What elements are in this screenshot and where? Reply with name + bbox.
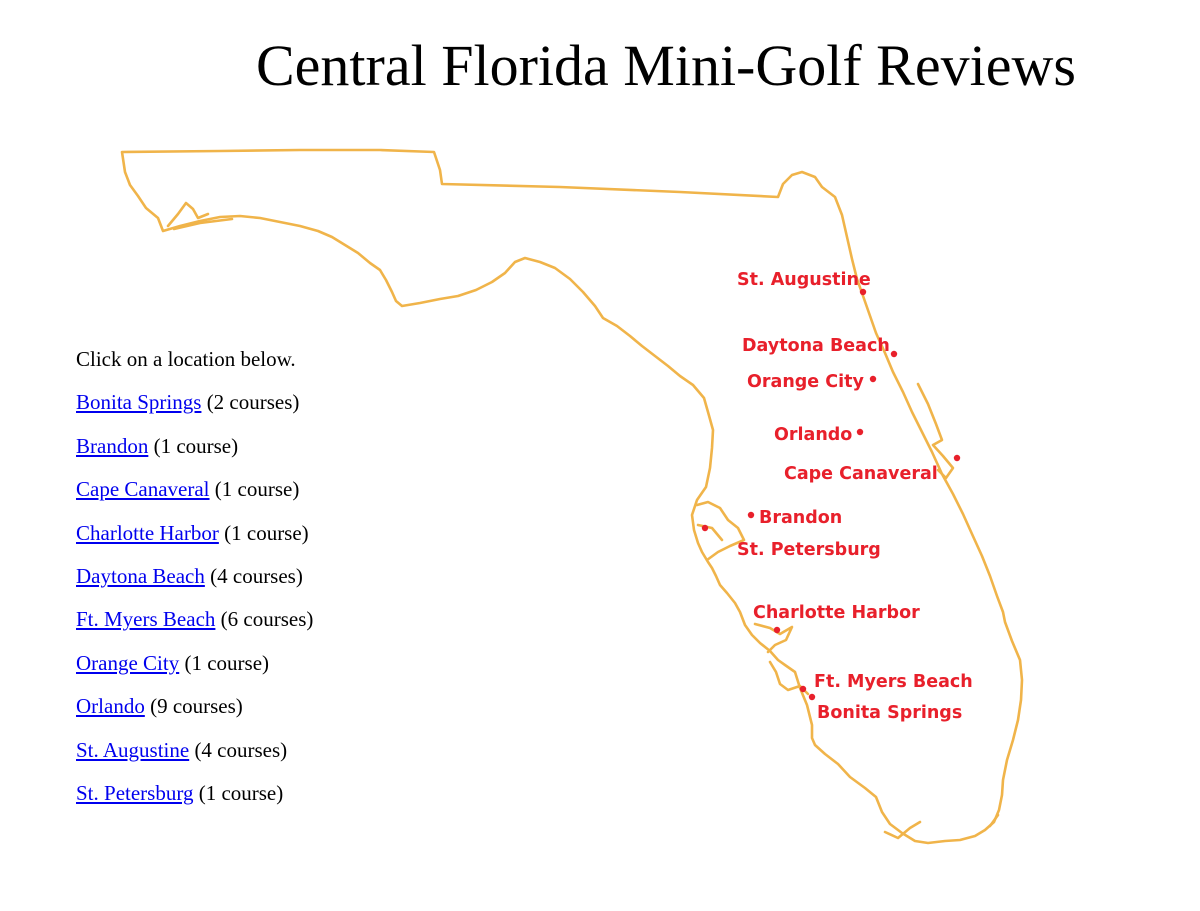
list-item: Bonita Springs (2 courses) (76, 385, 313, 419)
course-count: (1 course) (224, 520, 309, 545)
list-item: St. Augustine (4 courses) (76, 733, 313, 767)
location-link-bonita-springs[interactable]: Bonita Springs (76, 390, 202, 415)
course-count: (1 course) (153, 433, 239, 458)
list-item: Brandon (1 course) (76, 429, 313, 463)
location-link-brandon[interactable]: Brandon (76, 433, 149, 458)
course-count: (9 courses) (150, 694, 243, 719)
course-count: (1 course) (184, 650, 270, 675)
map-marker-charlotte-harbor (773, 626, 781, 634)
list-item: St. Petersburg (1 course) (76, 776, 313, 810)
map-label-orlando: Orlando (774, 425, 852, 445)
map-label-bonita-springs: Bonita Springs (817, 703, 962, 723)
map-marker-cape-canaveral (953, 454, 961, 462)
charlotte-harbor-detail (753, 622, 794, 654)
map-marker-ft-myers-beach (799, 685, 807, 693)
map-label-daytona-beach: Daytona Beach (742, 336, 890, 356)
map-label-ft-myers-beach: Ft. Myers Beach (814, 672, 973, 692)
list-item: Orange City (1 course) (76, 646, 313, 680)
map-marker-bonita-springs (808, 693, 816, 701)
keys-detail (883, 813, 1000, 840)
location-list: Bonita Springs (2 courses) Brandon (1 co… (76, 385, 313, 810)
location-link-st-augustine[interactable]: St. Augustine (76, 737, 190, 762)
location-link-cape-canaveral[interactable]: Cape Canaveral (76, 477, 210, 502)
page-title: Central Florida Mini-Golf Reviews (256, 33, 1076, 98)
map-label-brandon: Brandon (759, 508, 842, 528)
map-marker-daytona-beach (890, 350, 898, 358)
course-count: (4 courses) (194, 737, 288, 762)
map-marker-st-petersburg (701, 524, 709, 532)
location-sidebar: Click on a location below. Bonita Spring… (76, 342, 313, 819)
map-label-orange-city: Orange City (747, 372, 864, 392)
course-count: (1 course) (214, 477, 300, 502)
course-count: (6 courses) (220, 607, 314, 632)
map-marker-orlando (856, 428, 864, 436)
location-link-charlotte-harbor[interactable]: Charlotte Harbor (76, 520, 219, 545)
location-link-st-petersburg[interactable]: St. Petersburg (76, 780, 194, 805)
course-count: (1 course) (198, 780, 284, 805)
map-marker-st-augustine (859, 288, 867, 296)
list-item: Charlotte Harbor (1 course) (76, 516, 313, 550)
panhandle-bay-detail (166, 201, 234, 231)
instruction-text: Click on a location below. (76, 347, 296, 371)
location-link-ft-myers-beach[interactable]: Ft. Myers Beach (76, 607, 216, 632)
course-count: (2 courses) (206, 390, 300, 415)
map-label-st-augustine: St. Augustine (737, 270, 871, 290)
map-marker-brandon (747, 511, 755, 519)
map-label-charlotte-harbor: Charlotte Harbor (753, 603, 920, 623)
location-link-orange-city[interactable]: Orange City (76, 650, 180, 675)
map-marker-orange-city (869, 375, 877, 383)
map-label-st-petersburg: St. Petersburg (737, 540, 881, 560)
location-link-orlando[interactable]: Orlando (76, 694, 145, 719)
location-link-daytona-beach[interactable]: Daytona Beach (76, 563, 205, 588)
florida-outline (120, 148, 1024, 845)
map-label-cape-canaveral: Cape Canaveral (784, 464, 938, 484)
list-item: Ft. Myers Beach (6 courses) (76, 602, 313, 636)
cape-canaveral-detail (916, 382, 955, 480)
list-item: Daytona Beach (4 courses) (76, 559, 313, 593)
list-item: Cape Canaveral (1 course) (76, 472, 313, 506)
list-item: Orlando (9 courses) (76, 689, 313, 723)
course-count: (4 courses) (210, 563, 303, 588)
